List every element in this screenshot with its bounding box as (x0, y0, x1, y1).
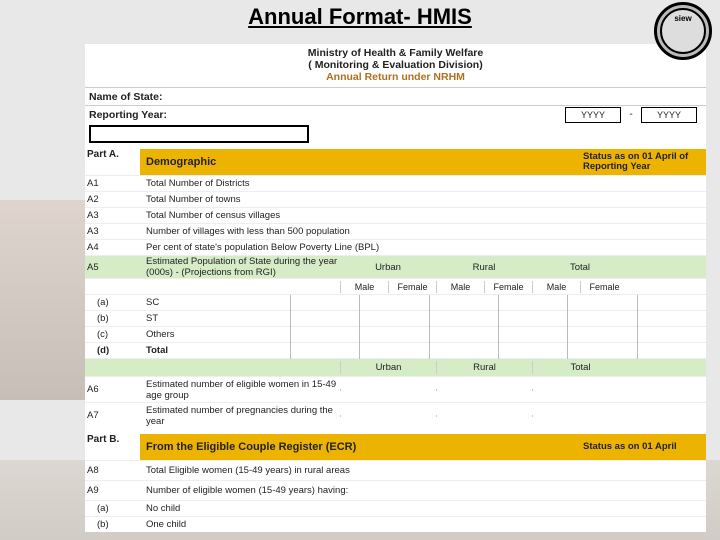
table-row: A4Per cent of state's population Below P… (85, 239, 706, 255)
part-a-label: Part A. (85, 149, 140, 175)
part-b-header: Part B. From the Eligible Couple Registe… (85, 434, 706, 460)
part-b-title: From the Eligible Couple Register (ECR) (140, 441, 581, 453)
year-row: Reporting Year: YYYY - YYYY (85, 105, 706, 123)
male-female-head: MaleFemale MaleFemale MaleFemale (85, 278, 706, 294)
highlight-box (89, 125, 309, 143)
state-label: Name of State: (85, 91, 255, 103)
division-line: ( Monitoring & Evaluation Division) (85, 59, 706, 71)
urban-rural-total-head: Urban Rural Total (340, 262, 628, 273)
total-row: (d)Total (85, 342, 706, 358)
left-gutter (40, 44, 85, 532)
logo-text: siew (654, 14, 712, 23)
part-b-label: Part B. (85, 434, 140, 460)
part-a-header: Part A. Demographic Status as on 01 Apri… (85, 149, 706, 175)
table-row: (b)ST (85, 310, 706, 326)
year-from-box[interactable]: YYYY (565, 107, 621, 123)
a6-row: A6 Estimated number of eligible women in… (85, 376, 706, 402)
year-dash: - (621, 109, 641, 120)
urt-head-2: Urban Rural Total (85, 358, 706, 376)
table-row: (b)One child (85, 516, 706, 532)
table-row: (a)No child (85, 500, 706, 516)
a7-row: A7 Estimated number of pregnancies durin… (85, 402, 706, 428)
year-to-box[interactable]: YYYY (641, 107, 697, 123)
annual-line: Annual Return under NRHM (85, 71, 706, 87)
table-row: A3Number of villages with less than 500 … (85, 223, 706, 239)
part-a-title: Demographic (140, 156, 581, 168)
form-document: Ministry of Health & Family Welfare ( Mo… (85, 44, 706, 532)
state-row: Name of State: (85, 87, 706, 105)
table-row: (a)SC (85, 294, 706, 310)
ministry-line: Ministry of Health & Family Welfare (85, 44, 706, 59)
table-row: (c)Others (85, 326, 706, 342)
table-row: A3Total Number of census villages (85, 207, 706, 223)
part-b-status: Status as on 01 April (581, 440, 706, 454)
logo: siew (654, 2, 712, 60)
a9-row: A9 Number of eligible women (15-49 years… (85, 480, 706, 500)
a5-row: A5 Estimated Population of State during … (85, 255, 706, 278)
table-row: A2Total Number of towns (85, 191, 706, 207)
year-label: Reporting Year: (85, 109, 255, 121)
table-row: A1Total Number of Districts (85, 175, 706, 191)
page-title: Annual Format- HMIS (0, 4, 720, 30)
a8-row: A8 Total Eligible women (15-49 years) in… (85, 460, 706, 480)
part-a-status: Status as on 01 April of Reporting Year (581, 150, 706, 174)
